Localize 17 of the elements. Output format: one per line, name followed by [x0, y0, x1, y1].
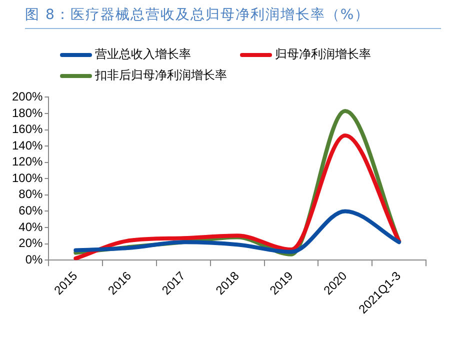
y-tick-label: 0% — [25, 252, 44, 266]
y-tick-label: 60% — [18, 204, 44, 218]
y-tick-label: 100% — [12, 170, 44, 185]
chart-title: 图 8：医疗器械总营收及总归母净利润增长率（%） — [25, 6, 441, 29]
legend-label: 归母净利润增长率 — [275, 46, 371, 63]
y-tick-label: 160% — [12, 122, 44, 136]
y-tick-label: 20% — [18, 236, 44, 250]
y-tick-label: 40% — [18, 220, 44, 234]
line-series — [74, 133, 402, 260]
y-tick-label: 180% — [12, 106, 44, 120]
y-tick-label: 140% — [12, 138, 44, 152]
legend-label: 营业总收入增长率 — [95, 46, 191, 63]
legend-label: 扣非后归母净利润增长率 — [95, 67, 227, 84]
line-series — [74, 209, 402, 254]
y-tick-label: 80% — [18, 187, 44, 202]
y-tick-label: 120% — [12, 154, 44, 169]
y-tick-label: 200% — [12, 90, 44, 104]
